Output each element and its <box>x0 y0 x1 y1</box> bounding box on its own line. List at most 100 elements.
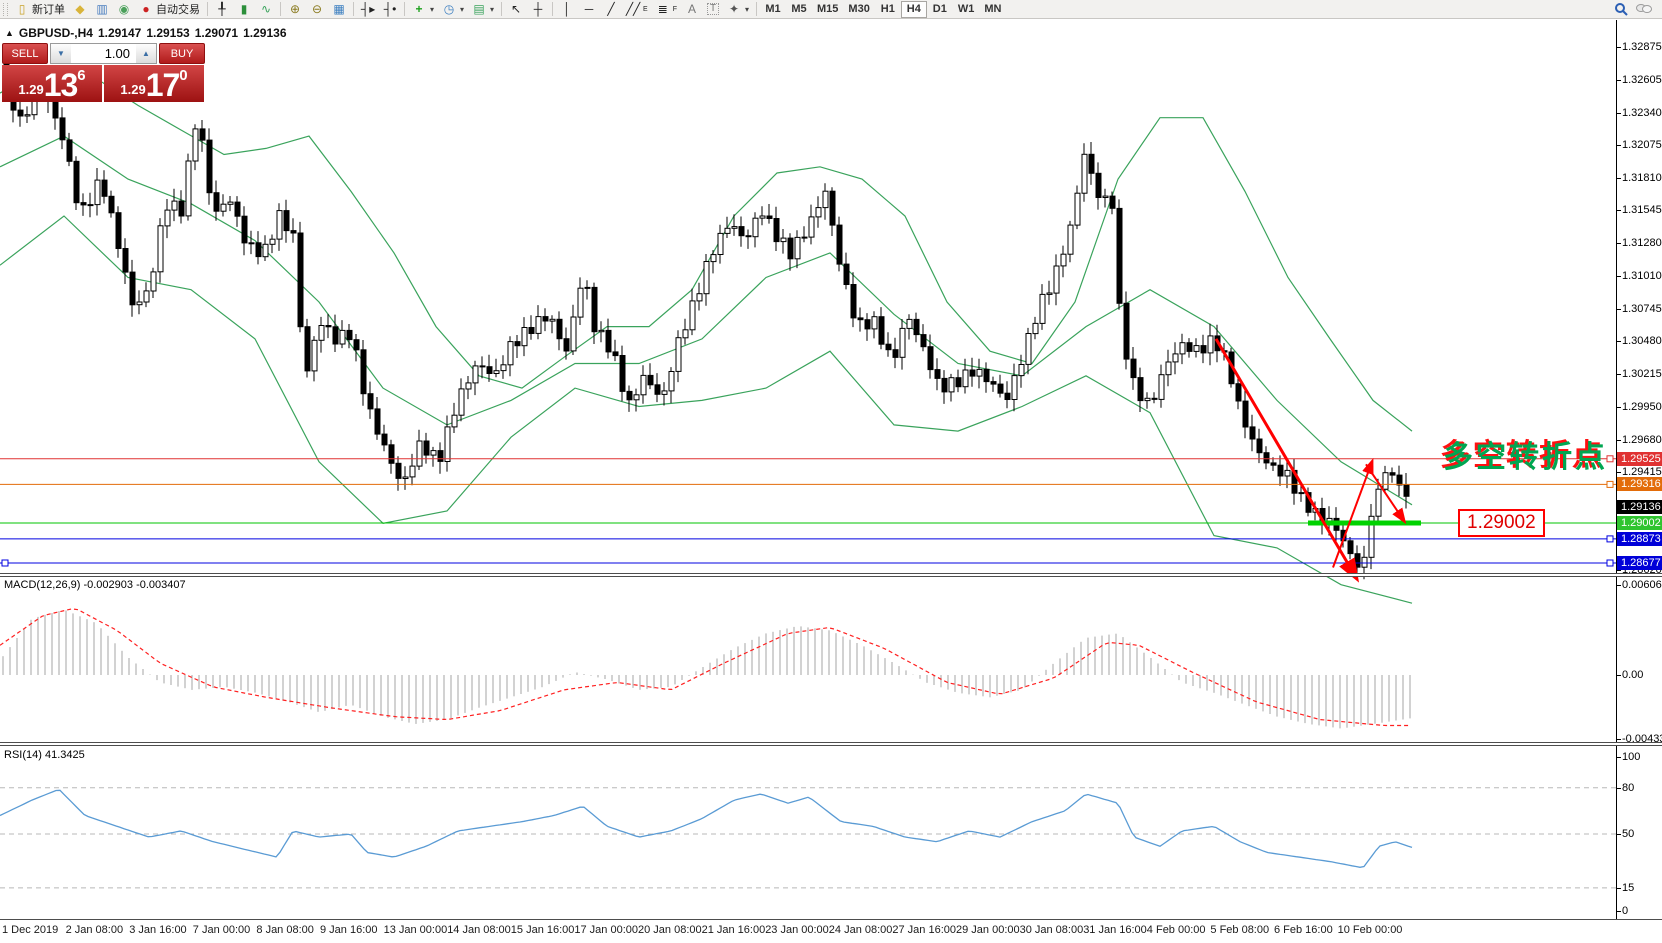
timeframe-m5[interactable]: M5 <box>786 1 812 18</box>
x-axis-label: 15 Jan 16:00 <box>510 924 575 936</box>
zoom-in-icon: ⊕ <box>289 2 301 16</box>
sell-price-box[interactable]: 1.29 13 6 <box>2 65 102 102</box>
add-indicator-button[interactable]: + ▾ <box>408 1 438 18</box>
auto-trading-icon: ● <box>142 2 150 16</box>
volume-value[interactable]: 1.00 <box>104 46 130 61</box>
one-click-trading-panel: SELL ▼ 1.00 ▲ BUY 1.29 13 6 1.29 17 0 <box>2 43 205 102</box>
x-axis-label: 4 Feb 00:00 <box>1146 924 1206 936</box>
x-axis-label: 31 Jan 16:00 <box>1083 924 1147 936</box>
channel-button[interactable]: ╱╱ E <box>622 1 652 18</box>
vertical-line-button[interactable]: │ <box>556 1 578 18</box>
zoom-out-button[interactable]: ⊖ <box>306 1 328 18</box>
collapse-triangle-icon[interactable]: ▲ <box>5 28 14 38</box>
chevron-down-icon: ▾ <box>430 4 435 14</box>
macd-label: MACD(12,26,9) -0.002903 -0.003407 <box>4 579 186 591</box>
text-label-button[interactable]: T <box>703 1 723 18</box>
search-icon[interactable] <box>1614 2 1628 16</box>
eraser-button[interactable]: ◆ <box>69 1 91 18</box>
price-callout-label[interactable]: 1.29002 <box>1458 509 1545 537</box>
periods-button[interactable]: ◷ ▾ <box>438 1 468 18</box>
price-label-1.28677: 1.28677 <box>1617 555 1662 570</box>
y-tick-label: 1.29680 <box>1622 433 1662 446</box>
timeframe-m30[interactable]: M30 <box>843 1 874 18</box>
trend-arrow-1[interactable] <box>1214 338 1360 583</box>
timeframe-h4[interactable]: H4 <box>900 0 927 18</box>
y-tick-label: 1.31810 <box>1622 171 1662 184</box>
line-handle[interactable] <box>1606 480 1614 488</box>
macd-tick-mark <box>1616 675 1621 676</box>
line-chart-button[interactable]: ∿ <box>255 1 277 18</box>
tile-windows-icon: ▦ <box>333 2 345 16</box>
turning-point-annotation[interactable]: 多空转折点 <box>1443 441 1608 474</box>
x-axis-label: 14 Jan 08:00 <box>447 924 511 936</box>
timeframe-m1[interactable]: M1 <box>760 1 786 18</box>
x-axis-label: 20 Jan 08:00 <box>638 924 702 936</box>
timeframe-h1[interactable]: H1 <box>875 1 901 18</box>
text-tool-button[interactable]: A <box>681 1 703 18</box>
chevron-down-icon: ▾ <box>745 4 750 14</box>
chat-icon[interactable] <box>1636 3 1652 16</box>
bar-chart-button[interactable]: ╀ <box>211 1 233 18</box>
horizontal-line-button[interactable]: ─ <box>578 1 600 18</box>
y-tick-mark <box>1616 472 1621 474</box>
text-label-icon: T <box>707 3 719 15</box>
sound-icon: ◉ <box>118 2 130 16</box>
rsi-label: RSI(14) 41.3425 <box>4 749 85 761</box>
separator <box>552 2 554 16</box>
x-axis-label: 2 Jan 08:00 <box>65 924 124 936</box>
y-tick-mark <box>1616 80 1621 82</box>
line-handle[interactable] <box>1606 559 1614 567</box>
timeframe-mn[interactable]: MN <box>979 1 1006 18</box>
tile-windows-button[interactable]: ▦ <box>328 1 350 18</box>
x-axis-label: 10 Feb 00:00 <box>1337 924 1403 936</box>
volume-increase-button[interactable]: ▲ <box>136 44 156 63</box>
trend-arrow-2[interactable] <box>1332 458 1374 568</box>
new-order-button[interactable]: ▯ 新订单 <box>11 1 69 18</box>
macd-signal-line <box>0 608 1410 727</box>
crosshair-icon: ┼ <box>533 2 543 16</box>
window-splitter-rsi[interactable] <box>0 742 1662 746</box>
y-tick-mark <box>1616 373 1621 375</box>
buy-price-pip: 0 <box>179 67 188 84</box>
x-axis-label: 21 Jan 16:00 <box>701 924 766 936</box>
y-tick-label: 1.32340 <box>1622 106 1662 119</box>
cursor-button[interactable]: ↖ <box>505 1 527 18</box>
y-tick-label: 1.32075 <box>1622 139 1662 152</box>
rsi-tick-mark <box>1616 757 1621 758</box>
x-axis-label: 8 Jan 08:00 <box>256 924 314 936</box>
timeframe-m15[interactable]: M15 <box>812 1 843 18</box>
y-tick-mark <box>1616 569 1621 571</box>
window-splitter-macd[interactable] <box>0 573 1662 577</box>
sell-price-pip: 6 <box>77 67 86 84</box>
y-tick-mark <box>1616 406 1621 408</box>
timeframe-w1[interactable]: W1 <box>953 1 980 18</box>
price-label-1.29002: 1.29002 <box>1617 516 1662 531</box>
trend-arrow-3[interactable] <box>1365 463 1407 525</box>
fibonacci-button[interactable]: ≣ F <box>652 1 681 18</box>
chevron-down-icon: ▾ <box>460 4 465 14</box>
templates-button[interactable]: ▤ ▾ <box>468 1 498 18</box>
volume-decrease-button[interactable]: ▼ <box>51 44 71 63</box>
line-handle[interactable] <box>1606 535 1614 543</box>
auto-trading-button[interactable]: ● 自动交易 <box>135 1 204 18</box>
line-handle[interactable] <box>1 559 9 567</box>
timeframe-d1[interactable]: D1 <box>927 1 953 18</box>
chart-shift-button[interactable]: ┤• <box>379 1 401 18</box>
candlestick-chart-button[interactable]: ▮ <box>233 1 255 18</box>
chart-window-button[interactable]: ▥ <box>91 1 113 18</box>
zoom-in-button[interactable]: ⊕ <box>284 1 306 18</box>
buy-price-box[interactable]: 1.29 17 0 <box>104 65 204 102</box>
channel-icon: ╱╱ <box>625 2 641 16</box>
crosshair-button[interactable]: ┼ <box>527 1 549 18</box>
new-order-label: 新订单 <box>32 4 65 16</box>
arrows-tool-button[interactable]: ✦ ▾ <box>723 1 753 18</box>
rsi-tick-mark <box>1616 887 1621 889</box>
auto-scroll-button[interactable]: ┤▸ <box>357 1 379 18</box>
sell-button[interactable]: SELL <box>2 43 48 64</box>
trendline-button[interactable]: ╱ <box>600 1 622 18</box>
buy-button[interactable]: BUY <box>159 43 205 64</box>
sound-alert-button[interactable]: ◉ <box>113 1 135 18</box>
line-handle[interactable] <box>1606 455 1614 463</box>
vertical-line-icon: │ <box>563 2 571 16</box>
bar-chart-icon: ╀ <box>218 2 226 16</box>
